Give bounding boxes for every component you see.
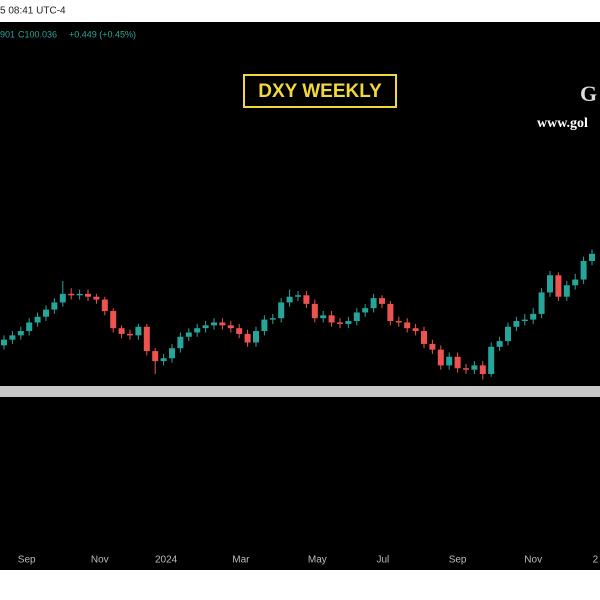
candle-body xyxy=(127,333,133,336)
candle-body xyxy=(118,328,125,334)
candle-body xyxy=(488,346,495,374)
candle-body xyxy=(379,298,385,304)
candle-body xyxy=(219,322,226,326)
candle-body xyxy=(555,275,562,297)
candle-body xyxy=(437,349,444,366)
candle-body xyxy=(59,293,66,303)
candle-body xyxy=(269,318,276,320)
candle-body xyxy=(253,331,259,343)
candle-body xyxy=(320,315,327,319)
change: +0.449 (+0.45%) xyxy=(69,29,136,39)
candle-body xyxy=(353,312,360,322)
candle-body xyxy=(563,285,570,297)
candle-body xyxy=(227,325,234,329)
candle-body xyxy=(34,316,41,323)
candle-body xyxy=(286,296,293,303)
candle-body xyxy=(1,339,7,346)
x-tick-label: Sep xyxy=(449,555,467,566)
candle-body xyxy=(429,343,436,350)
timestamp: 5 08:41 UTC-4 xyxy=(0,6,66,17)
candle-body xyxy=(185,332,192,337)
candle-body xyxy=(202,325,209,329)
candle-body xyxy=(521,319,528,322)
price: 901 xyxy=(0,29,15,39)
candle-body xyxy=(370,298,377,309)
candle-body xyxy=(496,341,503,347)
candle-body xyxy=(143,326,150,352)
candle-body xyxy=(76,293,83,296)
candle-body xyxy=(412,328,419,332)
candle-body xyxy=(43,309,49,317)
candle-body xyxy=(345,321,352,324)
candle-body xyxy=(17,331,24,336)
candle-body xyxy=(580,260,587,280)
candle-body xyxy=(295,295,301,297)
close: C100.036 xyxy=(18,29,57,39)
candle-body xyxy=(538,292,545,314)
candle-body xyxy=(513,321,520,327)
x-tick-label: Sep xyxy=(18,555,36,566)
candle-body xyxy=(454,356,461,369)
candle-body xyxy=(135,326,142,336)
candle-body xyxy=(26,322,33,332)
candle-body xyxy=(387,303,394,322)
x-tick-label: 2 xyxy=(593,555,599,566)
candle-body xyxy=(404,322,411,329)
candle-body xyxy=(211,322,217,326)
x-tick-label: Nov xyxy=(91,555,109,566)
candle-body xyxy=(337,322,343,324)
candle-body xyxy=(177,336,184,349)
chart-title: DXY WEEKLY xyxy=(258,81,382,102)
candle-body xyxy=(572,279,579,286)
candle-body xyxy=(328,315,335,323)
candle-body xyxy=(471,365,478,370)
x-tick-label: May xyxy=(308,555,327,566)
title-box xyxy=(243,74,397,108)
candle-body xyxy=(303,295,310,304)
candle-body xyxy=(446,356,453,366)
candle-body xyxy=(589,253,595,261)
candle-body xyxy=(278,302,285,319)
candle-body xyxy=(311,303,318,319)
candle-body xyxy=(169,348,175,359)
candle-body xyxy=(93,296,100,300)
candle-body xyxy=(194,328,201,333)
candle-body xyxy=(101,299,108,312)
candle-body xyxy=(51,302,58,310)
candle-body xyxy=(463,368,469,370)
x-tick-label: Jul xyxy=(376,555,389,566)
x-tick-label: Mar xyxy=(232,555,250,566)
x-tick-label: Nov xyxy=(524,555,542,566)
candle-body xyxy=(479,365,486,374)
candle-body xyxy=(362,308,369,313)
candle-body xyxy=(85,293,91,297)
logo: G xyxy=(580,81,597,106)
candle-body xyxy=(236,328,243,334)
candle-body xyxy=(261,319,268,332)
x-tick-label: 2024 xyxy=(155,555,178,566)
candle-body xyxy=(244,333,251,343)
url: www.gol xyxy=(537,116,588,131)
candle-body xyxy=(547,275,553,293)
support-band xyxy=(0,386,600,397)
candle-body xyxy=(160,358,167,362)
candle-body xyxy=(152,351,159,362)
candle-body xyxy=(530,313,537,320)
candle-body xyxy=(505,326,511,342)
candle-body xyxy=(395,321,402,323)
candle-body xyxy=(9,335,16,340)
candle-body xyxy=(68,293,75,296)
candle-body xyxy=(421,331,427,344)
candle-body xyxy=(110,311,117,329)
